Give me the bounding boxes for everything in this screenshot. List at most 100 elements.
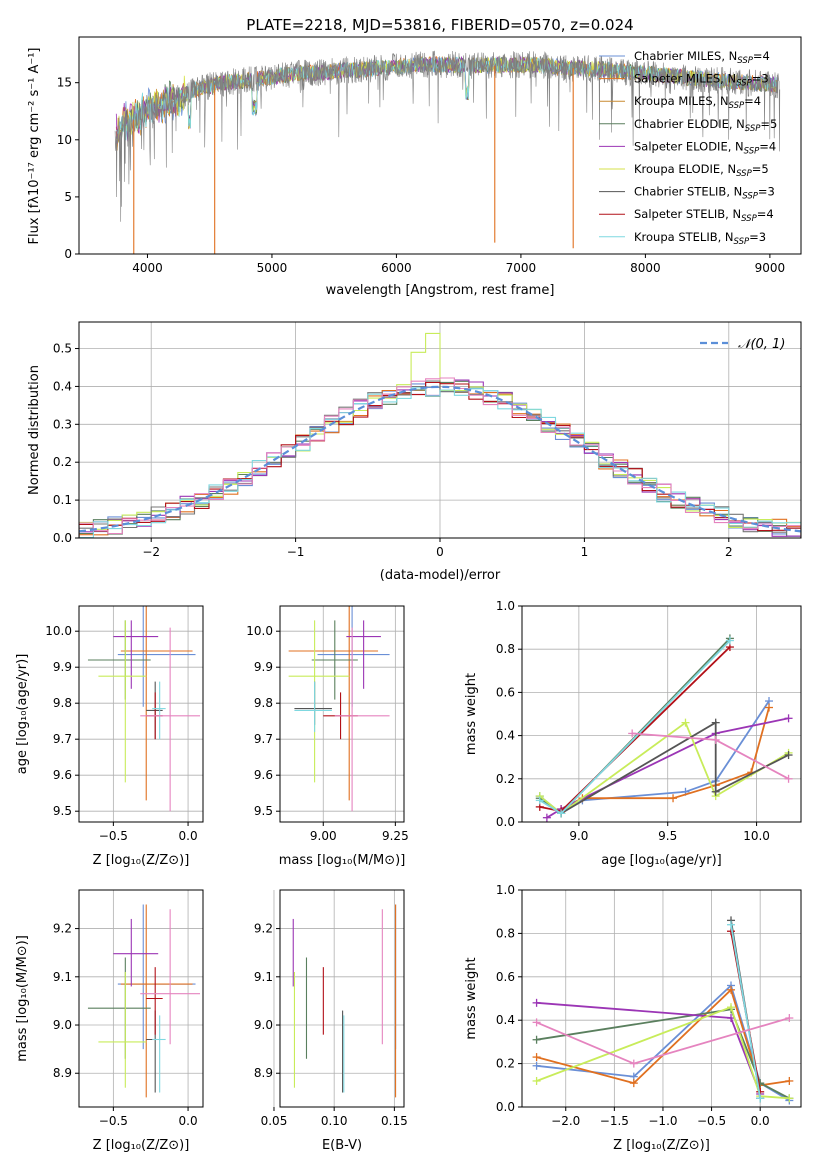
spectrum-ytick-label: 10 bbox=[57, 133, 72, 147]
spectrum-legend-entry: Chabrier STELIB, NSSP=3 bbox=[634, 185, 775, 202]
residuals-ytick-label: 0.4 bbox=[53, 379, 72, 393]
age_vs_mass-ytick-label: 10.0 bbox=[246, 624, 273, 638]
spectrum-ytick-label: 0 bbox=[64, 247, 72, 261]
mass_vs_Z-frame bbox=[78, 889, 204, 1108]
spectrum-legend-entry: Kroupa MILES, NSSP=4 bbox=[634, 94, 761, 111]
residuals-xtick-label: −1 bbox=[287, 545, 305, 559]
mass_vs_ebv-ytick-label: 9.1 bbox=[254, 970, 273, 984]
mass_vs_Z-xtick-label: 0.0 bbox=[179, 1114, 198, 1128]
residuals-legend-label: 𝒩(0, 1) bbox=[738, 337, 785, 352]
mass_vs_ebv-ytick-label: 9.0 bbox=[254, 1018, 273, 1032]
spectrum-xlabel: wavelength [Angstrom, rest frame] bbox=[326, 283, 555, 298]
age_vs_Z-xtick-label: −0.5 bbox=[99, 829, 128, 843]
mass_vs_Z-ytick-label: 9.2 bbox=[53, 922, 72, 936]
spectrum-xtick-label: 7000 bbox=[506, 261, 537, 275]
weight_vs_age-series-6 bbox=[560, 721, 790, 815]
age_vs_mass-ytick-label: 9.7 bbox=[254, 732, 273, 746]
weight_vs_Z-series-3 bbox=[536, 1008, 790, 1100]
residuals-ylabel: Normed distribution bbox=[27, 365, 42, 495]
spectrum-plot-area bbox=[114, 50, 781, 254]
spectrum-xtick-label: 6000 bbox=[381, 261, 412, 275]
weight_vs_age-series-8 bbox=[539, 639, 731, 815]
age_vs_mass-xlabel: mass [log₁₀(M/M⊙)] bbox=[279, 853, 406, 868]
weight_vs_Z-ytick-label: 0.0 bbox=[496, 1100, 515, 1114]
mass_vs_Z-ytick-label: 9.0 bbox=[53, 1018, 72, 1032]
weight_vs_age-series-4 bbox=[546, 717, 789, 819]
weight_vs_age-ytick-label: 0.8 bbox=[496, 642, 515, 656]
spectrum-legend-entry: Chabrier MILES, NSSP=4 bbox=[634, 49, 770, 66]
spectrum-xtick-label: 4000 bbox=[132, 261, 163, 275]
weight_vs_Z-ytick-label: 0.8 bbox=[496, 926, 515, 940]
mass_vs_Z-xtick-label: −0.5 bbox=[99, 1114, 128, 1128]
spectrum-legend-entry: Salpeter MILES, NSSP=3 bbox=[634, 72, 769, 89]
mass_vs_ebv-ytick-label: 9.2 bbox=[254, 922, 273, 936]
mass_vs_ebv-xtick-label: 0.10 bbox=[321, 1114, 348, 1128]
weight_vs_age-xtick-label: 9.0 bbox=[569, 829, 588, 843]
residuals-plot-area bbox=[79, 332, 801, 538]
weight_vs_age-ylabel: mass weight bbox=[464, 673, 479, 755]
weight_vs_age-frame bbox=[521, 605, 802, 823]
weight_vs_Z-xlabel: Z [log₁₀(Z/Z⊙)] bbox=[613, 1138, 710, 1153]
mass_vs_ebv-frame bbox=[279, 889, 405, 1108]
spectrum-data-line bbox=[114, 50, 781, 222]
mass_vs_ebv-xtick-label: 0.15 bbox=[381, 1114, 408, 1128]
spectrum-ytick-label: 5 bbox=[64, 190, 72, 204]
spectrum-xtick-label: 8000 bbox=[630, 261, 661, 275]
weight_vs_Z-xtick-label: −0.5 bbox=[697, 1114, 726, 1128]
age_vs_Z-ytick-label: 9.6 bbox=[53, 768, 72, 782]
residuals-xtick-label: 1 bbox=[581, 545, 589, 559]
age_vs_Z-ylabel: age [log₁₀(age/yr)] bbox=[15, 654, 30, 775]
weight_vs_age-ytick-label: 0.0 bbox=[496, 815, 515, 829]
spectrum-legend-entry: Chabrier ELODIE, NSSP=5 bbox=[634, 117, 777, 134]
weight_vs_Z-xtick-label: −1.0 bbox=[648, 1114, 677, 1128]
weight_vs_age-ytick-label: 0.6 bbox=[496, 685, 515, 699]
age_vs_mass-xtick-label: 9.00 bbox=[310, 829, 337, 843]
spectrum-frame bbox=[78, 36, 802, 255]
residuals-normal-curve bbox=[79, 385, 801, 533]
residuals-xlabel: (data-model)/error bbox=[380, 568, 501, 583]
age_vs_mass-frame bbox=[279, 605, 405, 823]
mass_vs_Z-ytick-label: 8.9 bbox=[53, 1066, 72, 1080]
age_vs_Z-ytick-label: 9.7 bbox=[53, 732, 72, 746]
age_vs_mass-ytick-label: 9.8 bbox=[254, 696, 273, 710]
mass_vs_Z-ylabel: mass [log₁₀(M/M⊙)] bbox=[15, 935, 30, 1062]
weight_vs_Z-series-8 bbox=[730, 924, 762, 1099]
spectrum-ytick-label: 15 bbox=[57, 76, 72, 90]
spectrum-legend-entry: Kroupa ELODIE, NSSP=5 bbox=[634, 162, 769, 179]
age_vs_Z-xtick-label: 0.0 bbox=[179, 829, 198, 843]
residuals-ytick-label: 0.1 bbox=[53, 493, 72, 507]
residuals-xtick-label: 0 bbox=[436, 545, 444, 559]
mass_vs_Z-xlabel: Z [log₁₀(Z/Z⊙)] bbox=[93, 1138, 190, 1153]
figure-title: PLATE=2218, MJD=53816, FIBERID=0570, z=0… bbox=[246, 16, 633, 34]
residuals-xtick-label: −2 bbox=[142, 545, 160, 559]
weight_vs_age-xlabel: age [log₁₀(age/yr)] bbox=[601, 853, 722, 868]
weight_vs_Z-ylabel: mass weight bbox=[464, 957, 479, 1039]
spectrum-legend-entry: Salpeter ELODIE, NSSP=4 bbox=[634, 139, 776, 156]
weight_vs_Z-ytick-label: 0.4 bbox=[496, 1013, 515, 1027]
weight_vs_Z-ytick-label: 1.0 bbox=[496, 883, 515, 897]
spectrum-xtick-label: 9000 bbox=[755, 261, 786, 275]
mass_vs_Z-ytick-label: 9.1 bbox=[53, 970, 72, 984]
residuals-xtick-label: 2 bbox=[725, 545, 733, 559]
mass_vs_ebv-xlabel: E(B-V) bbox=[322, 1138, 362, 1153]
weight_vs_Z-series-5 bbox=[536, 1006, 790, 1100]
weight_vs_age-ytick-label: 0.4 bbox=[496, 729, 515, 743]
weight_vs_Z-series-4 bbox=[536, 1001, 762, 1095]
spectrum-ylabel: Flux [fλ10⁻¹⁷ erg cm⁻² s⁻¹ A⁻¹] bbox=[27, 48, 42, 245]
spectrum-xtick-label: 5000 bbox=[257, 261, 288, 275]
weight_vs_age-xtick-label: 10.0 bbox=[743, 829, 770, 843]
weight_vs_age-series-3 bbox=[539, 637, 731, 815]
mass_vs_ebv-xtick-label: 0.05 bbox=[261, 1114, 288, 1128]
residuals-ytick-label: 0.2 bbox=[53, 455, 72, 469]
age_vs_mass-ytick-label: 9.6 bbox=[254, 768, 273, 782]
weight_vs_Z-xtick-label: 0.0 bbox=[751, 1114, 770, 1128]
spectrum-legend-entry: Salpeter STELIB, NSSP=4 bbox=[634, 207, 774, 224]
residuals-ytick-label: 0.0 bbox=[53, 531, 72, 545]
age_vs_Z-ytick-label: 9.8 bbox=[53, 696, 72, 710]
mass_vs_ebv-ytick-label: 8.9 bbox=[254, 1066, 273, 1080]
weight_vs_age-ytick-label: 1.0 bbox=[496, 599, 515, 613]
weight_vs_Z-xtick-label: −2.0 bbox=[551, 1114, 580, 1128]
residuals-ytick-label: 0.3 bbox=[53, 417, 72, 431]
age_vs_Z-ytick-label: 9.5 bbox=[53, 804, 72, 818]
